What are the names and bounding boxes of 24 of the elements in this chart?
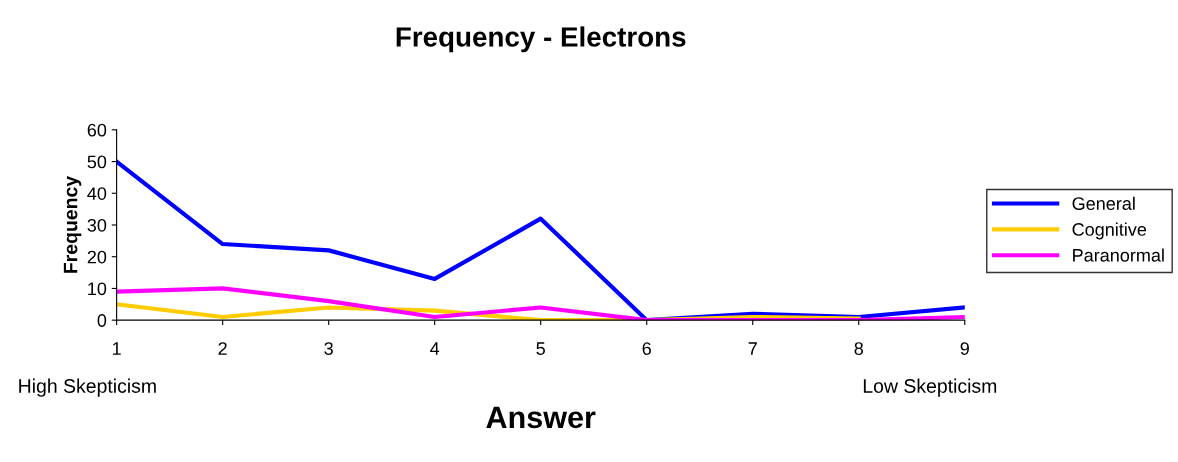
text: High Skepticism <box>19 378 156 397</box>
y-tick-label: 60 <box>87 123 107 137</box>
x-tick-label: 4 <box>430 342 440 355</box>
y-tick-label: 0 <box>97 314 107 327</box>
y-tick-label: 10 <box>88 282 107 296</box>
x-tick-label: 2 <box>218 342 227 355</box>
y-tick-label: 20 <box>87 250 107 264</box>
x-tick-label: 9 <box>960 342 969 355</box>
x-tick-label: 8 <box>854 342 863 355</box>
legend-label: Cognitive <box>1072 222 1147 240</box>
legend-label: Paranormal <box>1073 248 1164 262</box>
text: Low Skepticism <box>863 378 997 397</box>
chart-title: Frequency - Electrons <box>396 26 686 53</box>
x-tick-label: 7 <box>748 342 757 355</box>
legend-label: General <box>1072 196 1135 210</box>
x-tick-label: 3 <box>324 342 333 355</box>
x-axis-title: Answer <box>486 406 596 429</box>
x-tick-label: 6 <box>642 342 651 355</box>
y-tick-label: 50 <box>87 155 107 169</box>
y-axis-title: Frequency <box>63 175 82 273</box>
x-tick-label: 1 <box>112 342 121 355</box>
x-tick-label: 5 <box>536 342 545 355</box>
y-tick-label: 40 <box>87 187 107 200</box>
y-tick-label: 30 <box>87 218 107 232</box>
